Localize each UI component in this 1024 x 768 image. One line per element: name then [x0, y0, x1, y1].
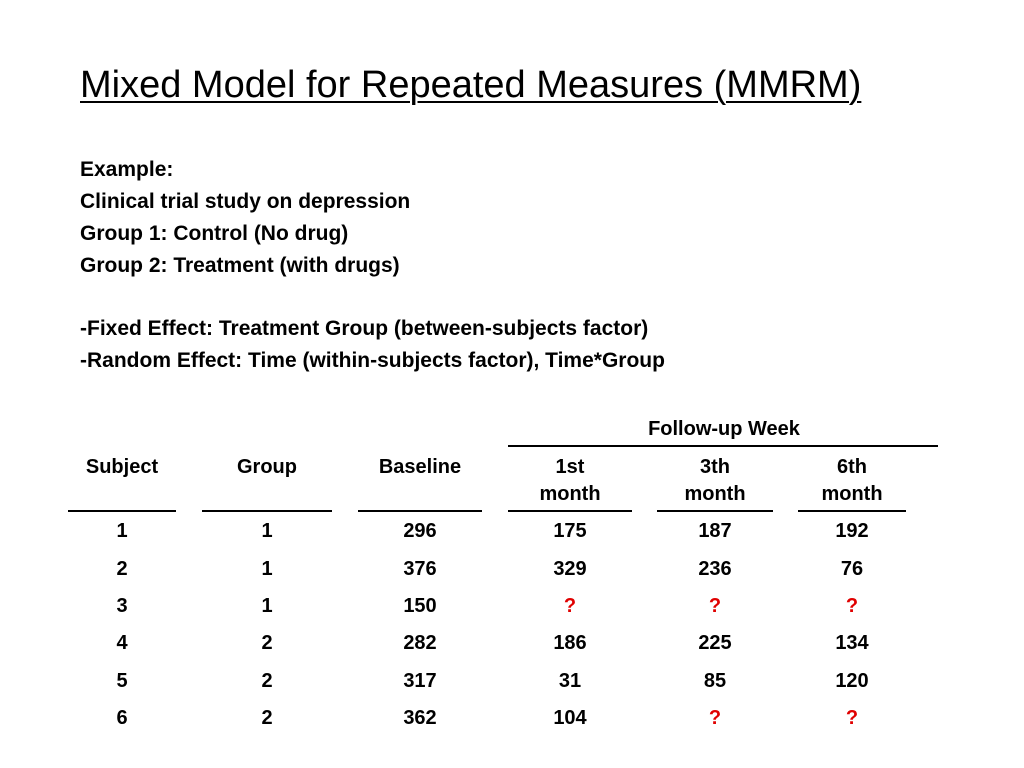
table-cell: 225 — [698, 632, 732, 654]
header-rule-6th-month — [798, 510, 906, 512]
table-cell: 2 — [261, 632, 273, 654]
table-cell: 2 — [116, 558, 128, 580]
table-cell: 104 — [553, 707, 587, 729]
table-cell: 6 — [116, 707, 128, 729]
table-cell: 187 — [698, 520, 732, 542]
table-cell: 3 — [116, 595, 128, 617]
header-rule-subject — [68, 510, 176, 512]
table-cell: 317 — [403, 670, 437, 692]
slide-title: Mixed Model for Repeated Measures (MMRM) — [80, 64, 862, 106]
table-cell: ? — [845, 707, 859, 729]
table-cell: 192 — [835, 520, 869, 542]
column-header-6th-month: 6th month — [821, 456, 883, 505]
table-cell: 5 — [116, 670, 128, 692]
table-cell: 150 — [403, 595, 437, 617]
table-cell: 1 — [116, 520, 128, 542]
table-cell: 120 — [835, 670, 869, 692]
table-cell: ? — [563, 595, 577, 617]
table-cell: 376 — [403, 558, 437, 580]
column-header-baseline: Baseline — [378, 456, 462, 478]
group-1-description: Group 1: Control (No drug) — [80, 222, 349, 245]
table-cell: 76 — [840, 558, 864, 580]
study-description: Clinical trial study on depression — [80, 190, 411, 213]
table-cell: ? — [708, 707, 722, 729]
table-cell: 2 — [261, 670, 273, 692]
table-cell: 282 — [403, 632, 437, 654]
column-header-subject: Subject — [85, 456, 159, 478]
header-rule-baseline — [358, 510, 482, 512]
table-cell: 296 — [403, 520, 437, 542]
table-cell: 329 — [553, 558, 587, 580]
table-cell: 31 — [558, 670, 582, 692]
table-cell: ? — [845, 595, 859, 617]
table-cell: 4 — [116, 632, 128, 654]
group-2-description: Group 2: Treatment (with drugs) — [80, 254, 400, 277]
table-cell: 1 — [261, 520, 273, 542]
table-cell: 2 — [261, 707, 273, 729]
example-label: Example: — [80, 158, 174, 181]
table-cell: ? — [708, 595, 722, 617]
random-effect-line: -Random Effect: Time (within-subjects fa… — [80, 349, 665, 372]
follow-up-week-header: Follow-up Week — [648, 418, 800, 440]
table-cell: 1 — [261, 595, 273, 617]
table-cell: 186 — [553, 632, 587, 654]
table-cell: 85 — [703, 670, 727, 692]
table-cell: 134 — [835, 632, 869, 654]
column-header-3th-month: 3th month — [684, 456, 746, 505]
column-header-1st-month: 1st month — [539, 456, 601, 505]
table-cell: 362 — [403, 707, 437, 729]
table-cell: 175 — [553, 520, 587, 542]
header-rule-1st-month — [508, 510, 632, 512]
follow-up-week-rule — [508, 445, 938, 447]
fixed-effect-line: -Fixed Effect: Treatment Group (between-… — [80, 317, 649, 340]
header-rule-3th-month — [657, 510, 773, 512]
table-cell: 1 — [261, 558, 273, 580]
column-header-group: Group — [237, 456, 297, 478]
table-cell: 236 — [698, 558, 732, 580]
header-rule-group — [202, 510, 332, 512]
